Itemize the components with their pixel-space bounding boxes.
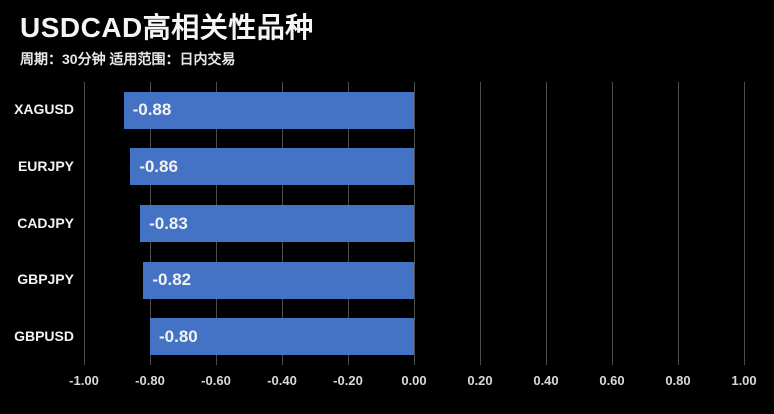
- x-axis-tick-label: 1.00: [731, 373, 757, 388]
- bar: -0.82: [143, 261, 414, 299]
- chart-title: USDCAD高相关性品种: [20, 12, 314, 43]
- chart-subtitle: 周期：30分钟 适用范围：日内交易: [20, 51, 236, 67]
- gridline: [612, 82, 613, 365]
- chart-header: USDCAD高相关性品种 周期：30分钟 适用范围：日内交易: [20, 10, 314, 69]
- bar: -0.86: [130, 148, 414, 186]
- x-axis-tick-label: 0.00: [401, 373, 427, 388]
- bar: -0.88: [123, 91, 414, 129]
- bar: -0.80: [150, 318, 414, 356]
- x-axis-tick-label: 0.40: [533, 373, 559, 388]
- gridline: [480, 82, 481, 365]
- x-axis-tick-label: -0.20: [333, 373, 363, 388]
- x-axis-tick-label: -1.00: [69, 373, 99, 388]
- category-label: GBPJPY: [17, 271, 74, 288]
- bar: -0.83: [140, 205, 414, 242]
- gridline: [678, 82, 679, 365]
- bar-value-label: -0.88: [132, 100, 172, 120]
- x-axis-tick-label: -0.40: [267, 373, 297, 388]
- gridline: [744, 82, 745, 365]
- x-axis-tick-label: 0.60: [599, 373, 625, 388]
- bar-value-label: -0.82: [152, 270, 192, 290]
- x-axis-tick-label: -0.60: [201, 373, 231, 388]
- gridline: [546, 82, 547, 365]
- x-axis-tick-label: 0.20: [467, 373, 493, 388]
- x-axis-tick-label: -0.80: [135, 373, 165, 388]
- bar-value-label: -0.83: [149, 213, 188, 233]
- category-label: XAGUSD: [14, 101, 74, 118]
- category-label: GBPUSD: [14, 327, 74, 344]
- category-label: CADJPY: [17, 214, 74, 231]
- correlation-bar-chart: -1.00 -0.80 -0.60 -0.40 -0.20 0.00 0.20 0.40 0.6…: [14, 82, 757, 388]
- category-label: EURJPY: [17, 157, 74, 174]
- bar-value-label: -0.86: [139, 156, 178, 176]
- gridline: [84, 82, 85, 365]
- gridline: [414, 82, 415, 365]
- bar-value-label: -0.80: [159, 326, 198, 346]
- x-axis-tick-label: 0.80: [665, 373, 691, 388]
